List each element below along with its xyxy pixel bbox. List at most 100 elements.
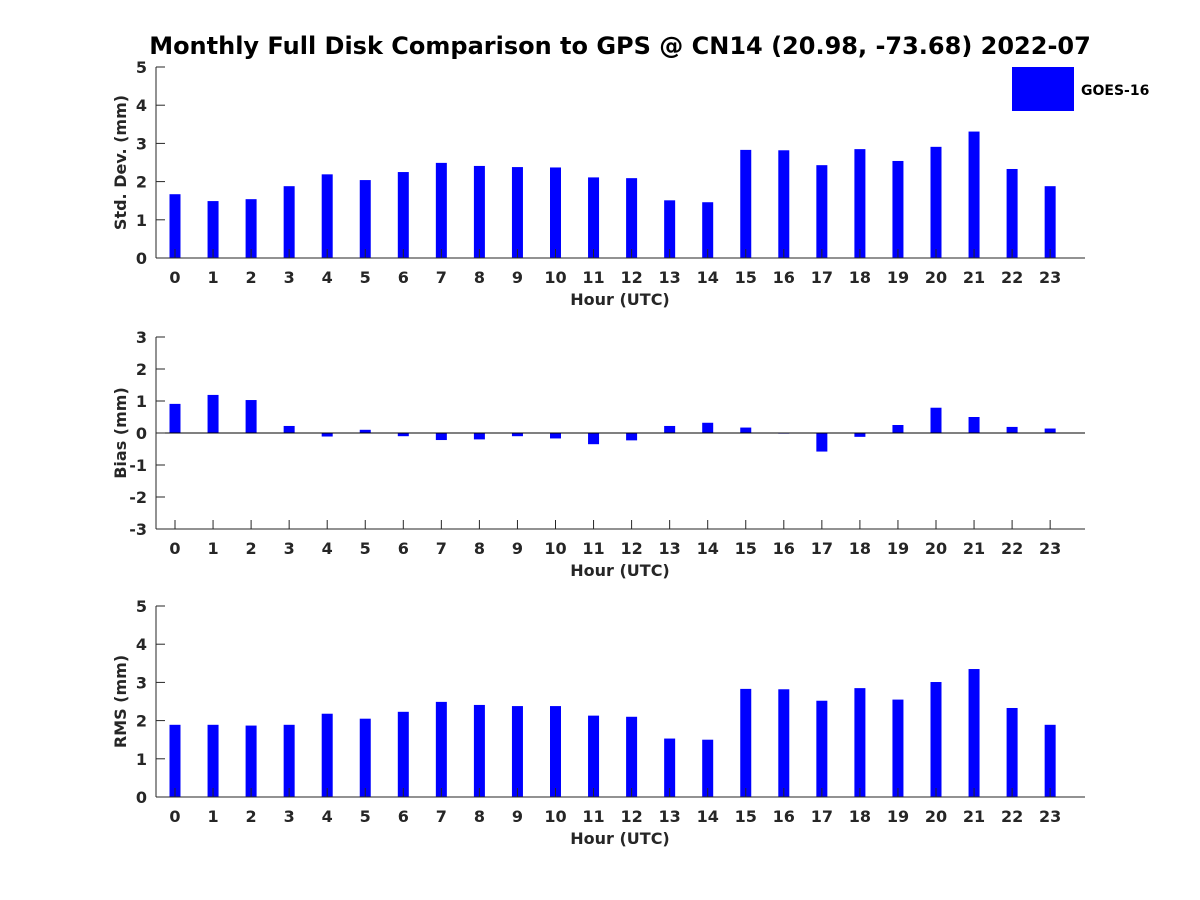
bias-bar	[702, 422, 714, 433]
rms-x-tick-label: 13	[659, 807, 681, 826]
std-dev-bar	[778, 150, 790, 258]
bias-bar	[664, 425, 676, 433]
rms-bar	[1044, 724, 1056, 797]
rms-bar	[626, 716, 638, 797]
bias-bar	[207, 394, 219, 433]
rms-bar	[588, 715, 600, 797]
bias-x-tick-label: 20	[925, 539, 947, 558]
bias-bar	[588, 433, 600, 445]
rms-y-label: RMS (mm)	[111, 655, 130, 748]
bias-y-tick-label: 3	[136, 328, 147, 347]
rms-y-tick-label: 3	[136, 673, 147, 692]
bias-y-tick-label: -2	[129, 488, 147, 507]
std-dev-x-tick-label: 16	[773, 268, 795, 287]
rms-x-tick-label: 15	[735, 807, 757, 826]
rms-x-tick-label: 22	[1001, 807, 1023, 826]
std-dev-x-tick-label: 21	[963, 268, 985, 287]
rms-bar	[207, 724, 219, 797]
bias-bar	[740, 427, 752, 433]
rms-bar	[816, 700, 828, 797]
bias-x-tick-label: 18	[849, 539, 871, 558]
std-dev-bar	[854, 149, 866, 258]
std-dev-bar	[321, 174, 333, 258]
rms-bar	[359, 718, 371, 797]
rms-bar	[740, 688, 752, 797]
bias-bar	[169, 403, 181, 433]
std-dev-x-tick-label: 23	[1039, 268, 1061, 287]
rms-x-tick-label: 11	[582, 807, 604, 826]
bias-x-tick-label: 16	[773, 539, 795, 558]
std-dev-bar	[702, 202, 714, 258]
std-dev-x-tick-label: 9	[512, 268, 523, 287]
bias-x-tick-label: 8	[474, 539, 485, 558]
bias-y-tick-label: -3	[129, 520, 147, 539]
rms-bar	[968, 669, 980, 797]
bias-x-tick-label: 5	[360, 539, 371, 558]
bias-x-tick-label: 12	[620, 539, 642, 558]
rms-x-tick-label: 14	[697, 807, 719, 826]
std-dev-x-tick-label: 19	[887, 268, 909, 287]
std-dev-x-tick-label: 1	[207, 268, 218, 287]
bias-x-tick-label: 23	[1039, 539, 1061, 558]
rms-x-tick-label: 8	[474, 807, 485, 826]
rms-bar	[778, 689, 790, 797]
rms-x-tick-label: 5	[360, 807, 371, 826]
std-dev-bar	[1044, 186, 1056, 258]
std-dev-bar	[511, 167, 523, 258]
std-dev-x-tick-label: 17	[811, 268, 833, 287]
rms-x-tick-label: 19	[887, 807, 909, 826]
rms-y-tick-label: 4	[136, 635, 147, 654]
bias-x-tick-label: 7	[436, 539, 447, 558]
std-dev-x-tick-label: 6	[398, 268, 409, 287]
std-dev-bar	[207, 201, 219, 258]
std-dev-x-tick-label: 5	[360, 268, 371, 287]
bias-bar	[283, 425, 295, 433]
std-dev-bar	[816, 165, 828, 258]
std-dev-y-tick-label: 1	[136, 211, 147, 230]
bias-bar	[816, 433, 828, 452]
bias-y-tick-label: 2	[136, 360, 147, 379]
bias-x-tick-label: 17	[811, 539, 833, 558]
rms-bar	[1006, 707, 1018, 797]
std-dev-x-tick-label: 3	[284, 268, 295, 287]
rms-x-tick-label: 6	[398, 807, 409, 826]
rms-x-tick-label: 18	[849, 807, 871, 826]
bias-bar	[626, 433, 638, 441]
bias-y-tick-label: 1	[136, 392, 147, 411]
rms-bar	[930, 682, 942, 797]
bias-bar	[511, 433, 523, 437]
rms-x-tick-label: 1	[207, 807, 218, 826]
bias-y-tick-label: 0	[136, 424, 147, 443]
std-dev-x-tick-label: 8	[474, 268, 485, 287]
rms-x-tick-label: 0	[169, 807, 180, 826]
rms-x-tick-label: 17	[811, 807, 833, 826]
std-dev-bar	[892, 160, 904, 258]
bias-x-tick-label: 2	[246, 539, 257, 558]
rms-bar	[473, 704, 485, 797]
std-dev-bar	[245, 199, 257, 258]
std-dev-x-tick-label: 20	[925, 268, 947, 287]
legend-label: GOES-16	[1081, 83, 1149, 99]
bias-x-tick-label: 14	[697, 539, 719, 558]
legend-swatch	[1012, 67, 1074, 111]
bias-x-tick-label: 0	[169, 539, 180, 558]
bias-bar	[359, 429, 371, 433]
std-dev-x-tick-label: 2	[246, 268, 257, 287]
std-dev-y-tick-label: 5	[136, 58, 147, 77]
rms-bar	[664, 738, 676, 797]
std-dev-bar	[626, 178, 638, 258]
bias-x-tick-label: 11	[582, 539, 604, 558]
std-dev-bar	[550, 167, 561, 258]
std-dev-y-label: Std. Dev. (mm)	[111, 95, 130, 230]
std-dev-bar	[740, 149, 752, 258]
std-dev-bar	[397, 172, 409, 258]
bias-x-tick-label: 1	[207, 539, 218, 558]
bias-x-tick-label: 10	[544, 539, 566, 558]
rms-x-tick-label: 7	[436, 807, 447, 826]
bias-bar	[968, 417, 980, 433]
rms-bar	[892, 699, 904, 797]
